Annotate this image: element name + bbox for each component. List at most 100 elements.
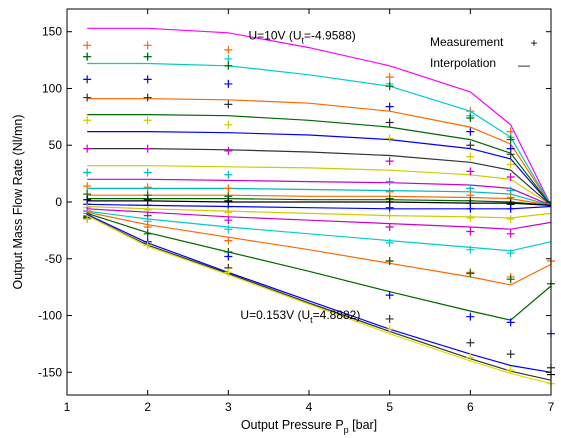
x-tick-label: 3 (225, 400, 232, 414)
legend-label-interpolation: Interpolation (430, 56, 496, 70)
interpolation-line-9 (87, 194, 552, 206)
measurement-marker (224, 236, 233, 245)
annotation-min-voltage-main: U=0.153V (U (240, 308, 310, 322)
interpolation-line-10 (87, 198, 552, 206)
measurement-marker (224, 184, 233, 193)
measurement-marker (83, 116, 92, 125)
measurement-marker (385, 203, 394, 212)
measurement-marker (83, 52, 92, 61)
measurement-marker (224, 170, 233, 179)
measurement-marker (506, 350, 515, 359)
legend-label-measurement: Measurement (430, 35, 504, 49)
annotation-max-voltage-main: U=10V (U (249, 29, 302, 43)
measurement-marker (143, 183, 152, 192)
interpolation-line-8 (87, 187, 552, 206)
interpolation-line-13 (87, 205, 552, 219)
x-tick-label: 4 (306, 400, 313, 414)
measurement-marker (466, 184, 475, 193)
measurement-marker (466, 338, 475, 347)
measurement-marker (224, 216, 233, 225)
interpolation-line-3 (87, 131, 552, 206)
annotation-min-voltage-end: =4.8882) (313, 308, 361, 322)
x-tick-label: 5 (386, 400, 393, 414)
measurement-marker (506, 249, 515, 258)
measurement-marker (385, 118, 394, 127)
y-tick-label: 150 (42, 25, 62, 39)
measurement-marker (506, 150, 515, 159)
measurement-marker (506, 215, 515, 224)
interpolation-line-14 (87, 208, 552, 230)
interpolation-line-19 (86, 215, 552, 381)
measurement-marker (385, 157, 394, 166)
measurement-marker (385, 238, 394, 247)
measurement-marker (466, 141, 475, 150)
x-axis-label-subscript: p (344, 425, 349, 435)
interpolation-line-18 (86, 213, 552, 373)
measurement-marker (466, 127, 475, 136)
measurement-marker (224, 54, 233, 63)
measurement-marker (506, 186, 515, 195)
x-tick-label: 1 (64, 400, 71, 414)
measurement-marker (506, 173, 515, 182)
measurement-marker (506, 160, 515, 169)
measurement-marker (385, 102, 394, 111)
interpolation-line-16 (87, 211, 552, 286)
measurement-marker (466, 227, 475, 236)
measurement-marker (143, 93, 152, 102)
measurement-marker (385, 257, 394, 266)
annotation-min-voltage: U=0.153V (Ut=4.8882) (240, 308, 360, 325)
measurement-marker (466, 353, 475, 362)
interpolation-line-12 (87, 203, 552, 210)
measurement-marker (143, 241, 152, 250)
measurement-marker (83, 144, 92, 153)
x-axis-label-main: Output Pressure P (241, 418, 344, 432)
measurement-marker (143, 75, 152, 84)
measurement-marker (385, 291, 394, 300)
interpolation-line-20 (86, 215, 552, 385)
x-tick-label: 7 (548, 400, 555, 414)
measurement-marker (506, 204, 515, 213)
y-tick-label: 50 (49, 138, 63, 152)
measurement-marker (143, 229, 152, 238)
legend-marker-interpolation: — (518, 58, 530, 72)
annotation-max-voltage-end: =-4.9588) (304, 29, 356, 43)
measurement-marker (143, 222, 152, 231)
measurement-marker (506, 318, 515, 327)
interpolation-line-0 (87, 27, 552, 206)
measurement-marker (466, 245, 475, 254)
interpolation-line-17 (87, 212, 552, 321)
measurement-marker (385, 325, 394, 334)
measurement-marker (83, 93, 92, 102)
measurement-marker (143, 41, 152, 50)
measurement-marker (385, 222, 394, 231)
measurement-marker (224, 61, 233, 70)
measurement-marker (385, 73, 394, 82)
measurement-marker (506, 366, 515, 375)
measurement-marker (83, 168, 92, 177)
measurement-marker (466, 152, 475, 161)
plot-area (83, 27, 555, 388)
measurement-marker (385, 314, 394, 323)
interpolation-line-1 (87, 98, 552, 206)
annotation-min-voltage-subscript: t (310, 315, 313, 325)
measurement-marker (466, 113, 475, 122)
measurement-marker (224, 120, 233, 129)
measurement-marker (466, 167, 475, 176)
measurement-marker (385, 82, 394, 91)
axis-ticks: 1 2 3 4 5 6 7 -150 -100 -50 0 50 100 150 (38, 9, 555, 414)
measurement-marker (224, 146, 233, 155)
measurement-marker (385, 187, 394, 196)
measurement-marker (143, 168, 152, 177)
legend-marker-measurement: + (530, 36, 537, 50)
y-tick-label: -150 (38, 365, 62, 379)
interpolation-line-7 (87, 178, 552, 206)
measurement-marker (143, 116, 152, 125)
interpolation-line-2 (87, 62, 552, 206)
measurement-marker (143, 52, 152, 61)
annotation-max-voltage-subscript: t (302, 36, 305, 46)
measurement-marker (83, 215, 92, 224)
measurement-marker (466, 312, 475, 321)
y-tick-label: 0 (55, 195, 62, 209)
measurement-marker (224, 268, 233, 277)
